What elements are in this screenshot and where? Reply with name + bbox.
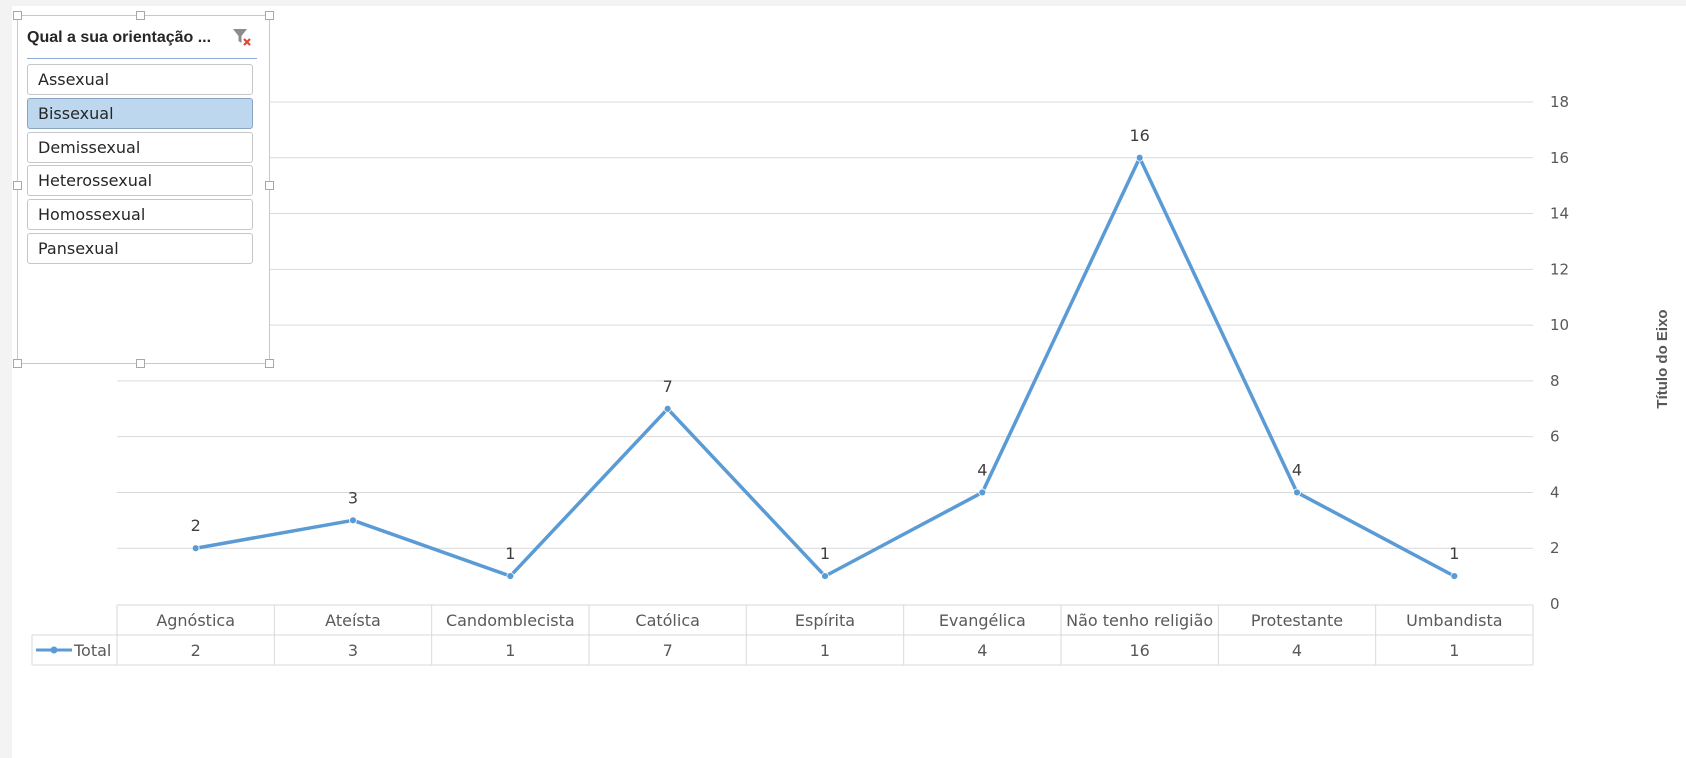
series-line	[195, 156, 1456, 578]
y-tick-label: 16	[1550, 149, 1569, 167]
slicer-item[interactable]: Bissexual	[27, 97, 253, 129]
slicer-panel[interactable]: Qual a sua orientação ... Assexual Bissex…	[13, 11, 274, 368]
resize-handle[interactable]	[265, 359, 274, 368]
legend-series-name: Total	[73, 641, 111, 660]
slicer-item[interactable]: Homossexual	[27, 199, 253, 231]
y-tick-label: 12	[1550, 260, 1569, 278]
category-label: Evangélica	[939, 611, 1026, 630]
slicer-header: Qual a sua orientação ...	[27, 22, 257, 59]
resize-handle[interactable]	[13, 181, 22, 190]
data-label: 3	[348, 488, 358, 507]
data-points	[191, 153, 1459, 581]
y-tick-label: 6	[1550, 428, 1560, 446]
data-point[interactable]	[349, 516, 357, 525]
data-point[interactable]	[1450, 572, 1459, 581]
data-label: 1	[505, 544, 515, 563]
data-point[interactable]	[506, 572, 515, 581]
y-tick-label: 8	[1550, 372, 1560, 390]
category-label: Umbandista	[1406, 611, 1502, 630]
resize-handle[interactable]	[265, 181, 274, 190]
category-label: Espírita	[795, 611, 855, 630]
table-value: 16	[1129, 641, 1149, 660]
y-tick-label: 2	[1550, 539, 1560, 557]
category-label: Candomblecista	[446, 611, 575, 630]
slicer-item[interactable]: Heterossexual	[27, 165, 253, 197]
y-tick-label: 10	[1550, 316, 1569, 334]
clear-filter-icon[interactable]	[231, 26, 253, 48]
gridlines	[117, 101, 1533, 549]
data-label: 4	[1292, 460, 1302, 479]
category-label: Não tenho religião	[1066, 611, 1213, 630]
category-label: Ateísta	[325, 611, 381, 630]
table-value: 4	[977, 641, 987, 660]
data-label: 1	[1449, 544, 1459, 563]
slicer-item[interactable]: Assexual	[27, 64, 253, 95]
resize-handle[interactable]	[136, 11, 145, 20]
y-tick-label: 14	[1550, 205, 1569, 223]
table-value: 1	[505, 641, 515, 660]
resize-handle[interactable]	[13, 359, 22, 368]
table-value: 3	[348, 641, 358, 660]
data-point[interactable]	[978, 488, 987, 497]
table-value: 1	[820, 641, 830, 660]
table-value: 7	[663, 641, 673, 660]
y-tick-label: 18	[1550, 93, 1569, 111]
category-label: Protestante	[1251, 611, 1343, 630]
y-tick-label: 4	[1550, 483, 1560, 501]
data-point[interactable]	[191, 544, 200, 553]
resize-handle[interactable]	[13, 11, 22, 20]
y-axis-title[interactable]: Título do Eixo	[1654, 309, 1671, 408]
data-table-values: 2 3 1 7 1 4 16 4 1	[191, 641, 1460, 660]
data-point[interactable]	[663, 404, 672, 413]
y-axis-ticks: 0 2 4 6 8 10 12 14 16 18	[1550, 93, 1569, 613]
table-value: 2	[191, 641, 201, 660]
table-value: 4	[1292, 641, 1302, 660]
data-labels: 2 3 1 7 1 4 16 4 1	[191, 126, 1460, 563]
data-label: 7	[663, 377, 673, 396]
category-label: Agnóstica	[156, 611, 235, 630]
data-point[interactable]	[821, 572, 829, 581]
data-label: 4	[977, 460, 987, 479]
data-table	[31, 604, 1534, 666]
legend: Total	[36, 641, 111, 660]
table-value: 1	[1449, 641, 1459, 660]
slicer-item[interactable]: Demissexual	[27, 131, 253, 163]
category-labels: Agnóstica Ateísta Candomblecista Católica Es…	[156, 611, 1502, 630]
slicer-item[interactable]: Pansexual	[27, 233, 253, 264]
data-label: 16	[1129, 126, 1149, 145]
legend-point-marker	[50, 646, 58, 654]
series-line-total[interactable]	[195, 156, 1456, 578]
chart-area: 0 2 4 6 8 10 12 14 16 18 Título do Eixo Agnóstica…	[12, 6, 1686, 758]
slicer-title: Qual a sua orientação ...	[27, 29, 212, 46]
data-point[interactable]	[1135, 153, 1144, 162]
data-label: 2	[191, 516, 201, 535]
category-label: Católica	[635, 611, 700, 630]
resize-handle[interactable]	[265, 11, 274, 20]
resize-handle[interactable]	[136, 359, 145, 368]
data-point[interactable]	[1293, 488, 1301, 497]
y-tick-label: 0	[1550, 595, 1560, 613]
data-label: 1	[820, 544, 830, 563]
